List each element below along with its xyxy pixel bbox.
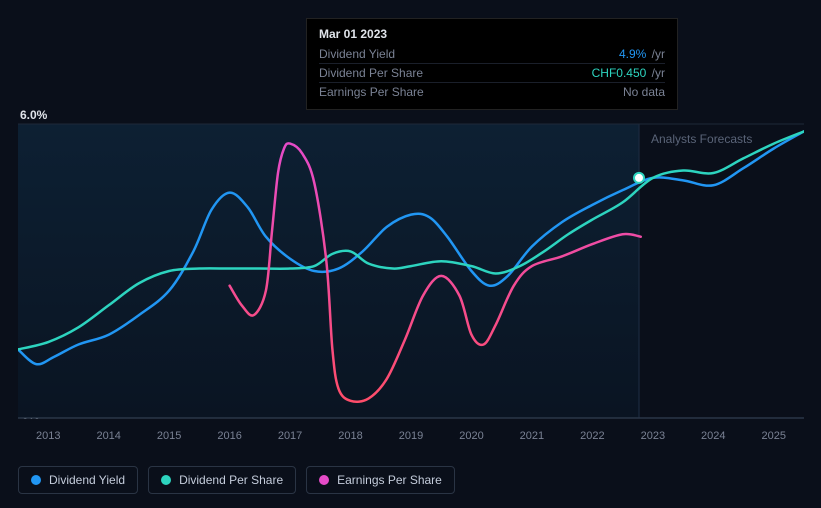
legend-swatch-icon [161,475,171,485]
x-tick-label: 2014 [96,430,120,442]
x-axis: 2013 2014 2015 2016 2017 2018 2019 2020 2021 2022… [18,430,804,446]
x-tick-label: 2023 [641,430,665,442]
legend-item[interactable]: Dividend Yield [18,466,138,494]
tooltip-row: Dividend Per Share CHF0.450 /yr [319,63,665,82]
x-tick-label: 2020 [459,430,483,442]
x-tick-label: 2015 [157,430,181,442]
x-tick-label: 2021 [520,430,544,442]
legend-label: Dividend Per Share [179,473,283,487]
tooltip-row: Earnings Per Share No data [319,82,665,101]
x-tick-label: 2025 [762,430,786,442]
tooltip-metric-label: Earnings Per Share [319,85,424,99]
line-chart[interactable] [18,108,804,428]
x-tick-label: 2019 [399,430,423,442]
chart-tooltip: Mar 01 2023 Dividend Yield4.9% /yrDivide… [306,18,678,110]
legend-label: Dividend Yield [49,473,125,487]
tooltip-metric-value: 4.9% /yr [619,47,665,61]
x-tick-label: 2022 [580,430,604,442]
legend-item[interactable]: Earnings Per Share [306,466,455,494]
x-tick-label: 2018 [338,430,362,442]
legend-swatch-icon [31,475,41,485]
legend-label: Earnings Per Share [337,473,442,487]
x-tick-label: 2024 [701,430,725,442]
x-tick-label: 2016 [217,430,241,442]
tooltip-metric-label: Dividend Yield [319,47,395,61]
tooltip-metric-value: No data [623,85,665,99]
x-tick-label: 2017 [278,430,302,442]
chart-legend: Dividend Yield Dividend Per Share Earnings… [18,466,455,494]
tooltip-metric-value: CHF0.450 /yr [592,66,665,80]
x-tick-label: 2013 [36,430,60,442]
tooltip-metric-label: Dividend Per Share [319,66,423,80]
tooltip-date: Mar 01 2023 [319,27,665,41]
legend-swatch-icon [319,475,329,485]
tooltip-row: Dividend Yield 4.9% /yr [319,45,665,63]
legend-item[interactable]: Dividend Per Share [148,466,296,494]
